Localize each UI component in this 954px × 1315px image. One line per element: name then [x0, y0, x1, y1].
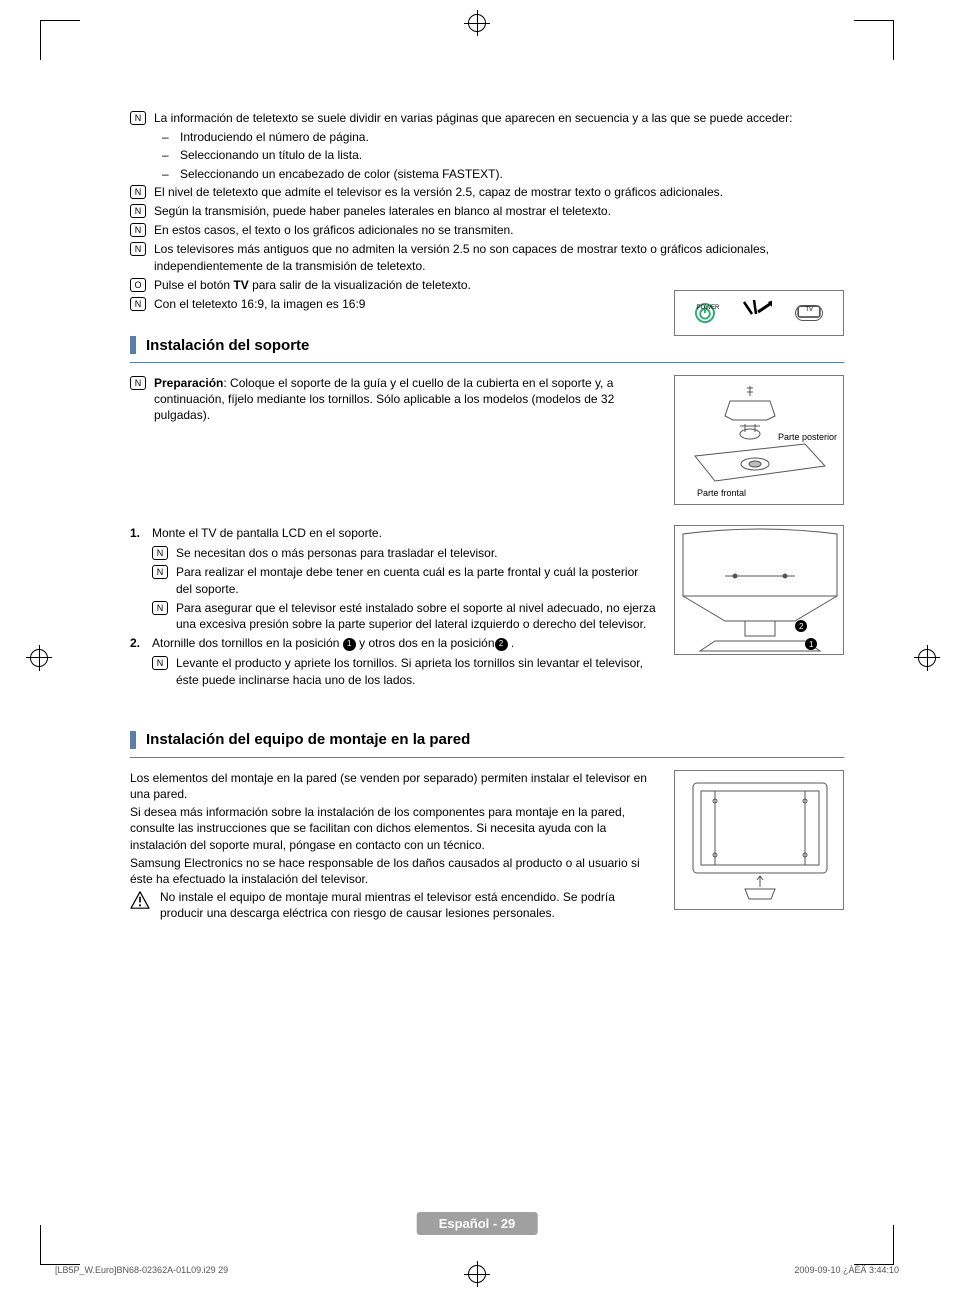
section-rule: [130, 757, 844, 758]
prep-block: N Preparación: Coloque el soporte de la …: [130, 375, 844, 505]
print-footer: [LB5P_W.Euro]BN68-02362A-01L09.i29 29 20…: [55, 1265, 899, 1275]
footer-left: [LB5P_W.Euro]BN68-02362A-01L09.i29 29: [55, 1265, 228, 1275]
note-item: N Preparación: Coloque el soporte de la …: [130, 375, 656, 424]
note-item: N Según la transmisión, puede haber pane…: [130, 203, 844, 219]
crop-mark: [854, 20, 894, 60]
step-number: 2.: [130, 635, 152, 651]
note-item: N El nivel de teletexto que admite el te…: [130, 184, 844, 200]
wall-block: Los elementos del montaje en la pared (s…: [130, 770, 844, 925]
note-text: En estos casos, el texto o los gráficos …: [154, 222, 514, 238]
step-item: 2. Atornille dos tornillos en la posició…: [130, 635, 656, 651]
note-text: Según la transmisión, puede haber panele…: [154, 203, 611, 219]
manual-page: N La información de teletexto se suele d…: [0, 0, 954, 1315]
button-ref-icon: O: [130, 278, 146, 292]
svg-text:1: 1: [809, 640, 814, 649]
note-text: Preparación: Coloque el soporte de la gu…: [154, 375, 656, 424]
stand-assembly-figure: Parte posterior Parte frontal: [674, 375, 844, 505]
page-number-badge: Español - 29: [417, 1212, 538, 1235]
note-icon: N: [130, 111, 146, 125]
front-label: Parte frontal: [697, 488, 746, 498]
note-icon: N: [130, 297, 146, 311]
section-title: Instalación del soporte: [146, 337, 309, 354]
note-icon: N: [152, 601, 168, 615]
remote-control-figure: POWER TV: [674, 290, 844, 336]
step-text: Monte el TV de pantalla LCD en el soport…: [152, 525, 382, 541]
note-item: N Para asegurar que el televisor esté in…: [152, 600, 656, 632]
paragraph: Los elementos del montaje en la pared (s…: [130, 770, 656, 802]
note-icon: N: [130, 204, 146, 218]
svg-text:2: 2: [799, 622, 804, 631]
note-item: N La información de teletexto se suele d…: [130, 110, 844, 126]
note-icon: N: [130, 223, 146, 237]
crop-mark: [40, 1225, 80, 1265]
warning-icon: [130, 891, 150, 909]
crop-mark: [40, 20, 80, 60]
note-text: Con el teletexto 16:9, la imagen es 16:9: [154, 296, 365, 312]
registration-mark-icon: [918, 649, 936, 667]
wall-mount-figure: [674, 770, 844, 910]
note-icon: N: [152, 546, 168, 560]
callout-1-icon: 1: [343, 638, 356, 651]
note-item: N En estos casos, el texto o los gráfico…: [130, 222, 844, 238]
note-icon: N: [130, 185, 146, 199]
section-header: Instalación del equipo de montaje en la …: [130, 731, 844, 749]
sub-item: Seleccionando un título de la lista.: [130, 147, 844, 163]
note-icon: N: [152, 656, 168, 670]
section-header: Instalación del soporte: [130, 336, 844, 354]
sub-item: Seleccionando un encabezado de color (si…: [130, 166, 844, 182]
assembly-steps-block: 1. Monte el TV de pantalla LCD en el sop…: [130, 525, 844, 691]
tv-label: TV: [805, 307, 813, 313]
warning-item: No instale el equipo de montaje mural mi…: [130, 889, 656, 921]
paragraph: Samsung Electronics no se hace responsab…: [130, 855, 656, 887]
note-icon: N: [152, 565, 168, 579]
tv-on-stand-figure: 2 1: [674, 525, 844, 655]
note-text: Los televisores más antiguos que no admi…: [154, 241, 844, 273]
press-indicator-icon: [738, 298, 772, 328]
note-text: Para realizar el montaje debe tener en c…: [176, 564, 656, 596]
crop-mark: [854, 1225, 894, 1265]
note-text: Para asegurar que el televisor esté inst…: [176, 600, 656, 632]
note-item: N Los televisores más antiguos que no ad…: [130, 241, 844, 273]
section-bar-icon: [130, 731, 136, 749]
note-item: N Se necesitan dos o más personas para t…: [152, 545, 656, 561]
paragraph: Si desea más información sobre la instal…: [130, 804, 656, 853]
note-item: N Para realizar el montaje debe tener en…: [152, 564, 656, 596]
rear-label: Parte posterior: [778, 432, 837, 442]
note-text: Levante el producto y apriete los tornil…: [176, 655, 656, 687]
note-text: El nivel de teletexto que admite el tele…: [154, 184, 723, 200]
sub-item: Introduciendo el número de página.: [130, 129, 844, 145]
step-item: 1. Monte el TV de pantalla LCD en el sop…: [130, 525, 656, 541]
footer-right: 2009-09-10 ¿ÀÈÄ 3:44:10: [794, 1265, 899, 1275]
section-rule: [130, 362, 844, 363]
note-item: N Levante el producto y apriete los torn…: [152, 655, 656, 687]
note-text: Se necesitan dos o más personas para tra…: [176, 545, 498, 561]
section-bar-icon: [130, 336, 136, 354]
warning-text: No instale el equipo de montaje mural mi…: [160, 889, 656, 921]
note-text: La información de teletexto se suele div…: [154, 110, 792, 126]
note-text: Pulse el botón TV para salir de la visua…: [154, 277, 471, 293]
step-number: 1.: [130, 525, 152, 541]
registration-mark-icon: [468, 14, 486, 32]
power-label: POWER: [697, 305, 720, 311]
note-icon: N: [130, 242, 146, 256]
note-icon: N: [130, 376, 146, 390]
callout-2-icon: 2: [495, 638, 508, 651]
step-text: Atornille dos tornillos en la posición 1…: [152, 635, 514, 651]
section-title: Instalación del equipo de montaje en la …: [146, 731, 470, 748]
registration-mark-icon: [30, 649, 48, 667]
